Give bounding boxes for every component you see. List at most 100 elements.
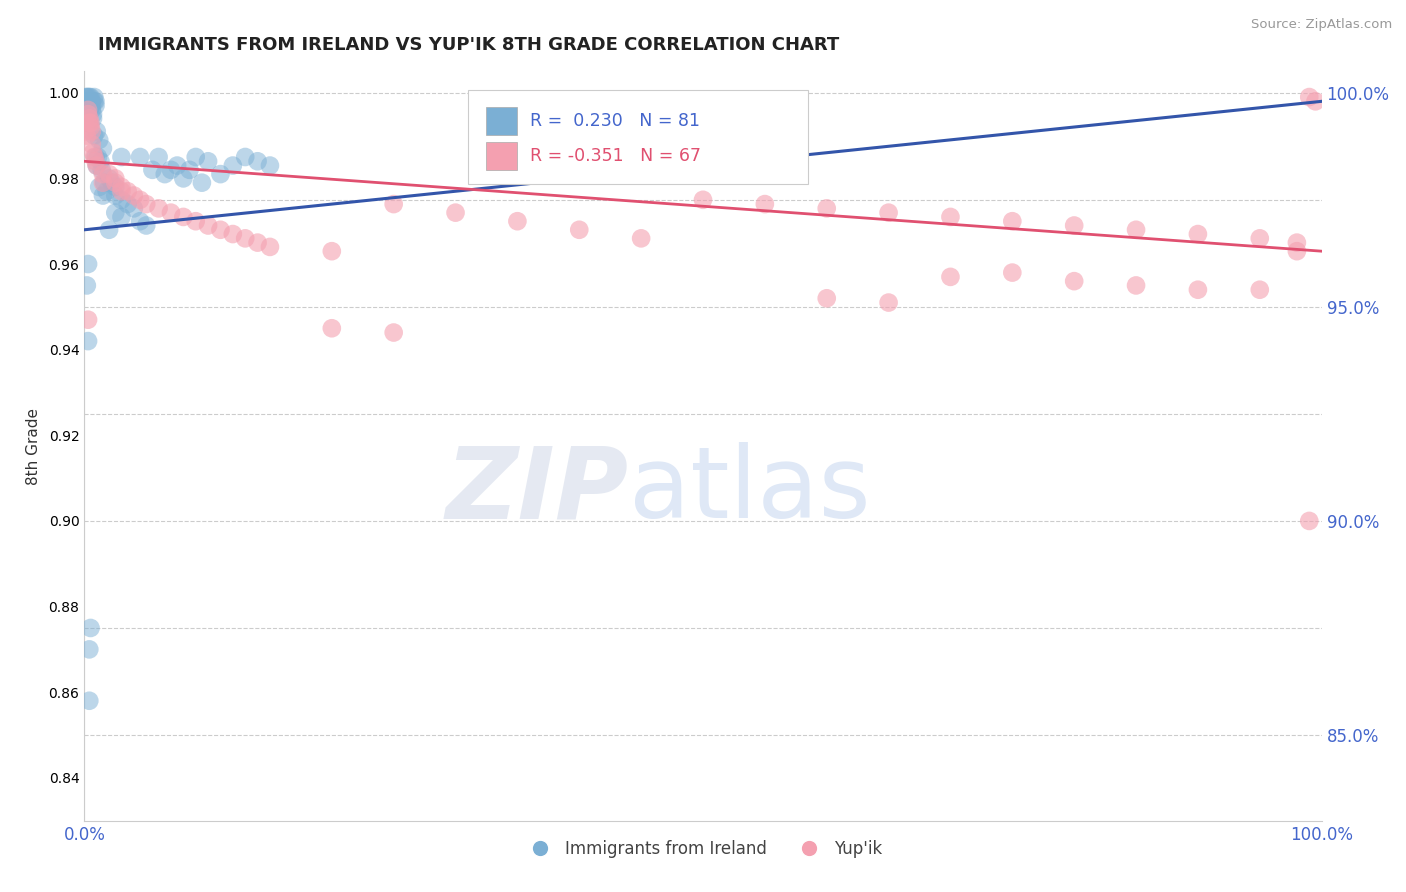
Point	[321, 244, 343, 259]
Point	[1001, 266, 1024, 280]
Point	[80, 103, 103, 117]
Point	[1298, 514, 1320, 528]
Text: R = -0.351   N = 67: R = -0.351 N = 67	[530, 147, 700, 165]
Point	[148, 202, 170, 216]
Point	[77, 95, 100, 109]
Point	[166, 159, 188, 173]
Point	[75, 124, 97, 138]
Point	[129, 214, 152, 228]
Point	[1001, 214, 1024, 228]
Point	[692, 193, 714, 207]
Point	[259, 240, 281, 254]
Point	[84, 150, 107, 164]
Point	[77, 312, 100, 326]
FancyBboxPatch shape	[468, 90, 808, 184]
Point	[76, 116, 98, 130]
Point	[506, 214, 529, 228]
Point	[815, 202, 838, 216]
Point	[86, 124, 108, 138]
Point	[117, 184, 139, 198]
Point	[93, 176, 115, 190]
Point	[939, 269, 962, 284]
Point	[80, 95, 103, 109]
Point	[382, 326, 405, 340]
Point	[82, 145, 104, 160]
Point	[79, 95, 101, 109]
Point	[77, 257, 100, 271]
Point	[939, 210, 962, 224]
Point	[77, 103, 100, 117]
Point	[76, 112, 98, 126]
Point	[76, 98, 98, 112]
Point	[77, 90, 100, 104]
Point	[877, 295, 900, 310]
Point	[76, 128, 98, 143]
Point	[148, 150, 170, 164]
Point	[84, 154, 107, 169]
Point	[1298, 90, 1320, 104]
Point	[79, 116, 101, 130]
Point	[246, 154, 269, 169]
Point	[1125, 278, 1147, 293]
Point	[90, 162, 112, 177]
Point	[179, 162, 201, 177]
Point	[1305, 95, 1327, 109]
Point	[80, 98, 103, 112]
Point	[75, 95, 97, 109]
Point	[135, 219, 157, 233]
Point	[91, 176, 114, 190]
Point	[96, 184, 118, 198]
Text: Source: ZipAtlas.com: Source: ZipAtlas.com	[1251, 18, 1392, 31]
Point	[76, 103, 98, 117]
Point	[141, 162, 163, 177]
Point	[568, 223, 591, 237]
Point	[104, 205, 127, 219]
Point	[76, 95, 98, 109]
Point	[84, 95, 107, 109]
Point	[233, 231, 256, 245]
Point	[191, 176, 214, 190]
Point	[77, 107, 100, 121]
Point	[91, 188, 114, 202]
Legend: Immigrants from Ireland, Yup'ik: Immigrants from Ireland, Yup'ik	[517, 833, 889, 864]
Point	[197, 219, 219, 233]
Point	[197, 154, 219, 169]
FancyBboxPatch shape	[486, 106, 517, 135]
Point	[80, 124, 103, 138]
Point	[233, 150, 256, 164]
Point	[79, 112, 101, 126]
Point	[184, 150, 207, 164]
Point	[209, 223, 232, 237]
Point	[122, 188, 145, 202]
Point	[246, 235, 269, 250]
Point	[815, 291, 838, 305]
Point	[77, 107, 100, 121]
Point	[89, 154, 111, 169]
Point	[80, 137, 103, 152]
FancyBboxPatch shape	[486, 142, 517, 170]
Point	[79, 98, 101, 112]
Point	[1187, 227, 1209, 241]
Point	[76, 278, 98, 293]
Point	[135, 197, 157, 211]
Point	[104, 176, 127, 190]
Point	[89, 180, 111, 194]
Point	[76, 107, 98, 121]
Point	[83, 128, 105, 143]
Point	[79, 95, 101, 109]
Point	[79, 642, 101, 657]
Point	[75, 103, 97, 117]
Point	[79, 90, 101, 104]
Point	[222, 227, 245, 241]
Point	[79, 103, 101, 117]
Point	[98, 223, 121, 237]
Text: 8th Grade: 8th Grade	[27, 408, 41, 484]
Point	[110, 184, 132, 198]
Point	[82, 112, 104, 126]
Point	[160, 205, 183, 219]
Text: R =  0.230   N = 81: R = 0.230 N = 81	[530, 112, 700, 130]
Point	[110, 150, 132, 164]
Point	[77, 98, 100, 112]
Point	[98, 167, 121, 181]
Point	[77, 103, 100, 117]
